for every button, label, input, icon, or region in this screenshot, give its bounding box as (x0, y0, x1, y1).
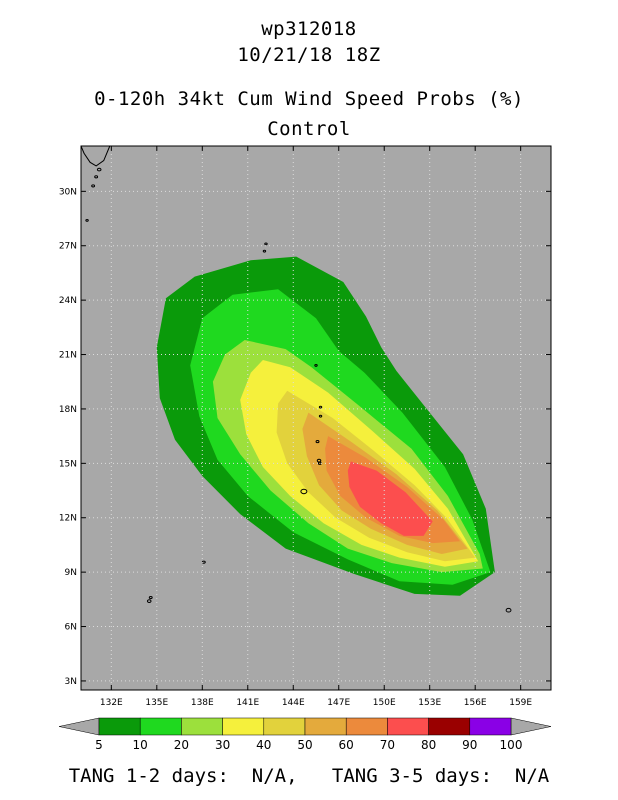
island (85, 218, 89, 222)
island (91, 184, 96, 188)
run-title: Control (267, 118, 351, 140)
colorbar-swatch-90-100 (469, 717, 512, 736)
colorbar-label: 70 (380, 738, 395, 752)
colorbar-swatch-30-40 (222, 717, 265, 736)
colorbar-label: 40 (256, 738, 271, 752)
colorbar-swatch-5-10 (98, 717, 141, 736)
colorbar-under-arrow (58, 717, 100, 736)
kyushu-coast (80, 145, 111, 167)
island (300, 488, 308, 495)
lon-tick-label: 144E (282, 698, 305, 708)
colorbar-swatch-10-20 (139, 717, 182, 736)
lon-tick-label: 153E (418, 698, 441, 708)
lon-tick-label: 150E (373, 698, 396, 708)
lon-tick-label: 156E (464, 698, 487, 708)
lat-tick-label: 3N (65, 677, 77, 687)
island (318, 405, 323, 409)
lon-tick-label: 159E (509, 698, 532, 708)
colorbar-label: 100 (500, 738, 523, 752)
colorbar-swatch-50-60 (304, 717, 347, 736)
colorbar-label: 80 (421, 738, 436, 752)
tang-12-value: N/A, (251, 765, 298, 787)
island (318, 414, 323, 418)
lat-tick-label: 24N (59, 296, 77, 306)
lon-tick-label: 132E (100, 698, 123, 708)
swath-band-70-80 (347, 461, 433, 536)
lon-tick-label: 147E (327, 698, 350, 708)
lat-tick-label: 9N (65, 568, 77, 578)
island (315, 439, 320, 444)
island (505, 607, 512, 613)
lon-tick-label: 141E (236, 698, 259, 708)
island (94, 175, 99, 179)
lat-tick-label: 6N (65, 623, 77, 633)
colorbar-label: 60 (339, 738, 354, 752)
colorbar-swatch-40-50 (263, 717, 306, 736)
lat-tick-label: 12N (59, 514, 77, 524)
storm-id-title: wp312018 (261, 18, 357, 40)
tang-12-label: TANG 1-2 days: (68, 765, 229, 787)
island (146, 599, 152, 603)
map-frame (80, 145, 552, 691)
island (264, 242, 268, 246)
map-axes: 132E 135E 138E 141E 144E 147E 150E 153E 156E 159E… (59, 145, 552, 708)
colorbar: 5 10 20 30 40 50 60 70 80 90 100 (58, 717, 552, 752)
lat-tick-label: 30N (59, 187, 77, 197)
lat-tick-label: 27N (59, 242, 77, 252)
colorbar-swatch-60-70 (345, 717, 388, 736)
island (262, 249, 267, 253)
colorbar-label: 10 (133, 738, 148, 752)
colorbar-label: 90 (462, 738, 477, 752)
colorbar-label: 50 (297, 738, 312, 752)
colorbar-label: 5 (95, 738, 103, 752)
lat-tick-label: 21N (59, 351, 77, 361)
colorbar-swatch-80-90 (428, 717, 471, 736)
island (148, 595, 153, 600)
lat-tick-label: 18N (59, 405, 77, 415)
tang-footer: TANG 1-2 days: N/A, TANG 3-5 days: N/A (0, 765, 618, 787)
colorbar-label: 30 (215, 738, 230, 752)
island (96, 167, 102, 172)
datetime-title: 10/21/18 18Z (237, 44, 381, 66)
colorbar-swatch-20-30 (181, 717, 223, 736)
lon-tick-label: 138E (191, 698, 214, 708)
colorbar-label: 20 (174, 738, 189, 752)
colorbar-over-arrow (510, 717, 552, 736)
product-title: 0-120h 34kt Cum Wind Speed Probs (%) (94, 88, 524, 110)
tang-35-label: TANG 3-5 days: (331, 765, 493, 787)
lat-tick-label: 15N (59, 459, 77, 469)
plot-area (80, 145, 551, 690)
island (314, 364, 318, 367)
colorbar-swatch-70-80 (387, 717, 429, 736)
tang-35-value: N/A (514, 765, 550, 787)
lon-tick-label: 135E (145, 698, 168, 708)
